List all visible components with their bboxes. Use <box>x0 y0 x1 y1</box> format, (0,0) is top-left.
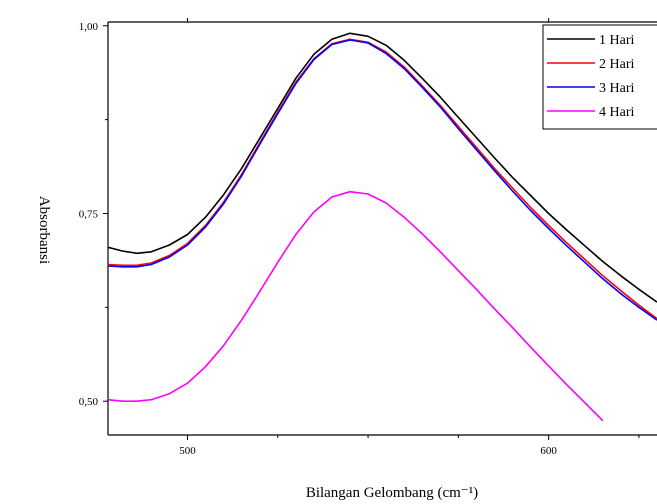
plot-frame <box>107 21 657 436</box>
y-tick-label: 0,75 <box>79 208 99 220</box>
series-line-3 <box>108 39 657 321</box>
x-tick-label: 500 <box>179 445 196 457</box>
x-axis-title: Bilangan Gelombang (cm⁻¹) <box>306 485 478 501</box>
legend: 1 Hari 2 Hari 3 Hari 4 Hari <box>542 24 657 130</box>
x-tick-label: 600 <box>540 445 557 457</box>
legend-label: 1 Hari <box>599 33 634 48</box>
y-tick-label: 0,50 <box>79 396 99 408</box>
series-line-4 <box>108 190 604 422</box>
legend-label: 3 Hari <box>599 81 634 96</box>
legend-label: 2 Hari <box>599 57 634 72</box>
legend-label: 4 Hari <box>599 105 634 120</box>
y-tick-label: 1,00 <box>79 21 99 33</box>
axis-ticks: 500 600 0,50 0,75 1,00 <box>79 18 640 457</box>
y-axis-title: Absorbansi <box>36 196 52 264</box>
series-line-2 <box>108 38 657 320</box>
series-line-1 <box>108 32 657 303</box>
series-layer <box>108 32 657 422</box>
